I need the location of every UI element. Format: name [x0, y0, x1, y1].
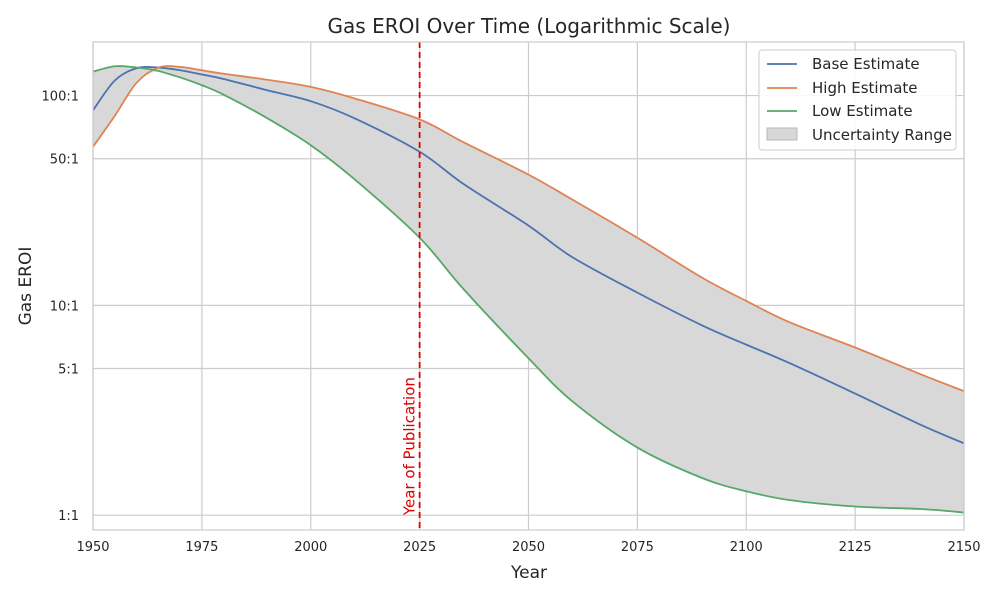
- y-tick-label: 1:1: [58, 509, 79, 524]
- series-lines: [92, 65, 965, 514]
- x-tick-label: 2100: [730, 540, 763, 555]
- y-tick-label: 100:1: [42, 90, 79, 105]
- legend-label-uncertainty: Uncertainty Range: [812, 126, 952, 144]
- y-axis-label: Gas EROI: [16, 247, 36, 326]
- legend-label-low: Low Estimate: [812, 102, 913, 120]
- legend-label-base: Base Estimate: [812, 55, 920, 73]
- y-tick-label: 5:1: [58, 363, 79, 378]
- x-axis-label: Year: [510, 563, 547, 583]
- x-tick-labels: 1950 1975 2000 2025 2050 2075 2100 2125 2150: [76, 540, 980, 555]
- legend-box: [758, 49, 957, 151]
- plot-frame: [92, 41, 965, 531]
- legend: Base Estimate High Estimate Low Estimate…: [758, 49, 957, 151]
- legend-label-high: High Estimate: [812, 79, 918, 97]
- x-tick-label: 1950: [76, 540, 109, 555]
- uncertainty-range-area: [93, 66, 964, 513]
- x-tick-label: 2150: [947, 540, 980, 555]
- annotation-layer: Year of Publication: [401, 42, 421, 530]
- y-tick-label: 10:1: [50, 299, 79, 314]
- series-line-high-estimate: [92, 65, 965, 393]
- publication-year-label: Year of Publication: [401, 377, 419, 516]
- x-tick-label: 1975: [185, 540, 218, 555]
- uncertainty-fill: [93, 66, 964, 513]
- x-tick-label: 2075: [621, 540, 654, 555]
- chart-title: Gas EROI Over Time (Logarithmic Scale): [328, 14, 731, 38]
- x-tick-label: 2000: [294, 540, 327, 555]
- x-tick-label: 2025: [403, 540, 436, 555]
- series-line-base-estimate: [92, 66, 965, 445]
- y-tick-label: 50:1: [50, 153, 79, 168]
- y-tick-labels: 1:1 5:1 10:1 50:1 100:1: [42, 90, 79, 525]
- x-tick-label: 2125: [839, 540, 872, 555]
- x-tick-label: 2050: [512, 540, 545, 555]
- series-line-low-estimate: [92, 65, 965, 514]
- legend-swatch-uncertainty: [766, 127, 798, 141]
